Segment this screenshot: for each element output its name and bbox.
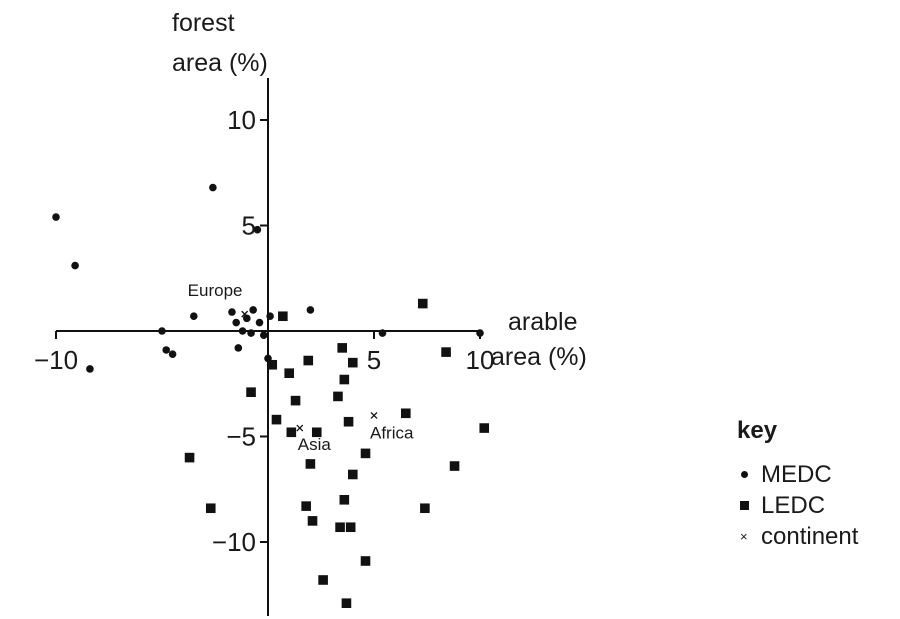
medc-point <box>71 261 79 270</box>
square-icon <box>737 501 761 510</box>
medc-point <box>190 312 198 321</box>
x-tick-label: 5 <box>367 345 381 375</box>
legend-label: MEDC <box>761 460 832 488</box>
medc-point <box>162 346 171 354</box>
medc-point <box>234 344 243 352</box>
ledc-point <box>318 575 328 585</box>
ledc-point <box>333 391 343 402</box>
legend-item-medc: MEDC <box>737 459 858 490</box>
ledc-point <box>360 556 371 566</box>
continent-point <box>241 310 249 318</box>
ledc-point <box>307 516 318 526</box>
ledc-point <box>339 374 350 385</box>
legend: key MEDC LEDC × continent <box>737 417 858 552</box>
ledc-point <box>267 359 278 370</box>
medc-point <box>306 306 315 314</box>
ledc-point <box>311 427 322 438</box>
medc-point <box>255 318 264 327</box>
continent-point <box>296 424 304 432</box>
continent-label: Africa <box>370 423 414 442</box>
ledc-point <box>337 343 347 353</box>
x-tick-label: 10 <box>466 345 495 375</box>
legend-label: LEDC <box>761 491 826 519</box>
data-marks <box>52 183 490 608</box>
medc-point <box>378 329 387 337</box>
ledc-point <box>305 459 316 469</box>
medc-point <box>232 318 240 327</box>
ledc-point <box>271 414 282 425</box>
medc-point <box>476 329 484 337</box>
x-icon: × <box>740 529 748 544</box>
ledc-point <box>303 355 314 366</box>
x-tick-label: −10 <box>34 345 78 375</box>
ledc-point <box>284 368 294 378</box>
ledc-point <box>278 311 288 322</box>
continent-label: Asia <box>298 435 332 454</box>
ledc-point <box>441 347 451 357</box>
ledc-point <box>401 408 411 419</box>
medc-point <box>209 183 217 192</box>
x-axis-title: arable <box>508 308 578 336</box>
medc-point <box>86 365 94 373</box>
dot-icon <box>737 471 761 478</box>
medc-point <box>249 306 257 314</box>
continent-marker-stroke <box>241 310 249 318</box>
continent-marker-stroke <box>296 424 304 432</box>
ledc-point <box>301 501 311 511</box>
ledc-point <box>339 495 350 505</box>
y-axis-title: area (%) <box>172 49 268 77</box>
ledc-point <box>417 298 428 309</box>
continent-point <box>370 411 378 419</box>
legend-item-continent: × continent <box>737 521 858 552</box>
medc-point <box>158 327 166 335</box>
continent-marker-stroke <box>370 411 378 419</box>
ledc-point <box>345 522 356 533</box>
ledc-point <box>290 395 301 406</box>
ledc-point <box>360 448 371 459</box>
x-axis-title: area (%) <box>491 343 587 371</box>
medc-point <box>52 213 60 221</box>
ledc-point <box>449 461 460 471</box>
medc-point <box>266 312 274 321</box>
ledc-point <box>479 423 490 433</box>
legend-item-ledc: LEDC <box>737 490 858 521</box>
medc-point <box>247 329 255 337</box>
medc-point <box>228 308 236 316</box>
ledc-point <box>420 503 430 514</box>
y-tick-label: −5 <box>226 422 256 452</box>
ledc-point <box>184 452 195 463</box>
legend-title: key <box>737 417 778 444</box>
ledc-point <box>286 427 297 438</box>
ledc-point <box>335 522 345 533</box>
medc-point <box>253 225 262 234</box>
y-tick-label: 10 <box>227 105 256 135</box>
medc-point <box>168 350 177 359</box>
continent-label: Europe <box>188 281 243 300</box>
continent-labels: Europe Asia Africa <box>188 281 414 454</box>
legend-label: continent <box>761 522 859 550</box>
ledc-point <box>348 357 358 368</box>
ledc-point <box>341 598 352 608</box>
medc-point <box>238 327 247 335</box>
ledc-point <box>205 503 216 514</box>
y-tick-label: 5 <box>242 211 256 241</box>
ledc-point <box>343 416 354 427</box>
ledc-point <box>348 469 358 480</box>
y-tick-label: −10 <box>212 527 256 557</box>
medc-point <box>243 314 251 323</box>
ledc-point <box>246 387 256 397</box>
medc-point <box>259 331 268 340</box>
axes: −10 5 10 10 5 −5 −10 forest area (%) arable area (… <box>34 9 587 616</box>
y-axis-title: forest <box>172 9 235 37</box>
